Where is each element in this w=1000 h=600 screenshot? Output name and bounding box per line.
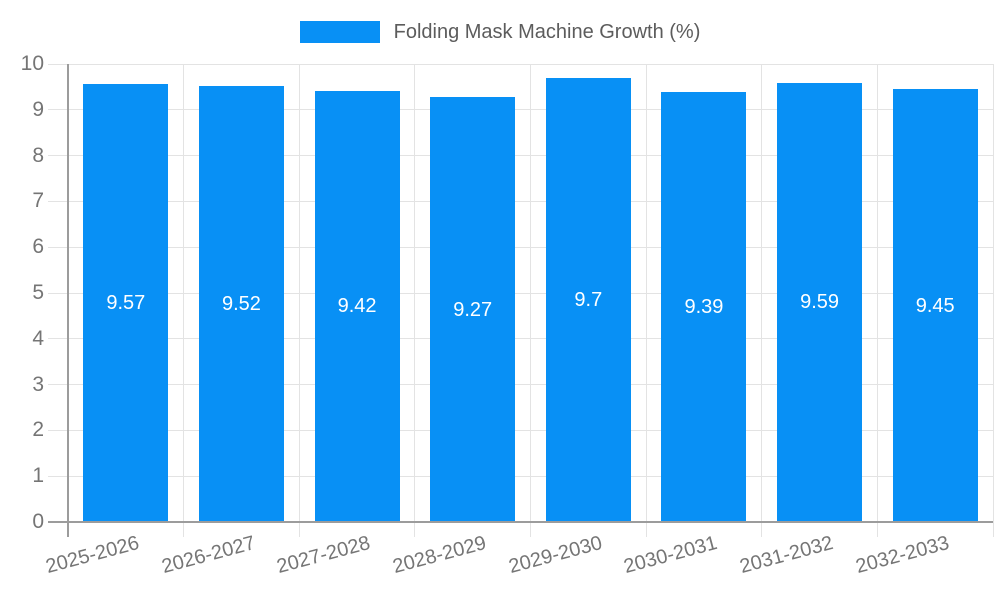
x-axis-line bbox=[48, 521, 993, 523]
y-gridline bbox=[48, 384, 993, 386]
y-gridline bbox=[48, 63, 993, 65]
x-gridline bbox=[414, 64, 416, 537]
x-axis-label: 2027-2028 bbox=[274, 531, 374, 578]
y-axis-label: 3 bbox=[32, 372, 44, 396]
bar[interactable] bbox=[314, 90, 400, 522]
chart-legend[interactable]: Folding Mask Machine Growth (%) bbox=[0, 20, 1000, 44]
y-gridline bbox=[48, 200, 993, 202]
bar-value-label: 9.39 bbox=[684, 295, 724, 318]
y-axis-label: 10 bbox=[20, 52, 44, 75]
bar[interactable] bbox=[430, 97, 516, 522]
y-axis-label: 8 bbox=[32, 143, 44, 167]
y-gridline bbox=[48, 109, 993, 111]
y-axis-label: 1 bbox=[32, 464, 44, 488]
x-gridline bbox=[298, 64, 300, 537]
y-gridline bbox=[48, 475, 993, 477]
x-axis-label: 2030-2031 bbox=[621, 531, 720, 578]
x-axis-label: 2025-2026 bbox=[43, 531, 142, 578]
x-axis-label: 2029-2030 bbox=[506, 531, 605, 578]
x-gridline bbox=[761, 64, 763, 537]
y-gridline bbox=[48, 429, 993, 431]
bar[interactable] bbox=[661, 91, 747, 522]
y-axis-label: 6 bbox=[32, 235, 44, 259]
y-axis-line bbox=[67, 64, 69, 537]
x-gridline bbox=[183, 64, 185, 537]
x-axis-label: 2026-2027 bbox=[159, 531, 258, 578]
plot-area: 9.57 9.52 9.42 9.27 9.7 9.39 9.59 9.45 0 1 2 3 4 5 6 7 8… bbox=[21, 52, 994, 578]
bar[interactable] bbox=[198, 85, 284, 522]
bar-value-label: 9.7 bbox=[574, 288, 603, 311]
y-axis-label: 7 bbox=[32, 189, 44, 213]
y-gridline bbox=[48, 246, 993, 248]
y-axis-label: 2 bbox=[32, 418, 44, 442]
bar-value-label: 9.59 bbox=[800, 291, 840, 314]
y-gridline bbox=[48, 155, 993, 157]
y-axis-label: 9 bbox=[32, 97, 44, 121]
bar-value-label: 9.57 bbox=[106, 291, 146, 314]
legend-label[interactable]: Folding Mask Machine Growth (%) bbox=[393, 21, 701, 43]
y-gridline bbox=[48, 292, 993, 294]
bar-value-label: 9.45 bbox=[915, 294, 955, 317]
y-axis-label: 0 bbox=[32, 510, 44, 533]
bar[interactable] bbox=[777, 82, 863, 522]
legend-swatch[interactable] bbox=[299, 21, 380, 43]
bar[interactable] bbox=[892, 89, 978, 522]
x-gridline bbox=[876, 64, 878, 537]
y-axis-label: 4 bbox=[32, 326, 44, 350]
x-gridline bbox=[645, 64, 647, 537]
x-gridline bbox=[992, 64, 994, 537]
bar[interactable] bbox=[83, 83, 169, 522]
x-axis-label: 2028-2029 bbox=[390, 531, 489, 578]
bar-value-label: 9.42 bbox=[337, 295, 377, 318]
bar-value-label: 9.27 bbox=[453, 298, 493, 321]
bar[interactable] bbox=[545, 77, 631, 522]
y-gridline bbox=[48, 338, 993, 340]
bar-value-label: 9.52 bbox=[221, 292, 261, 315]
x-axis-label: 2031-2032 bbox=[737, 531, 836, 578]
y-axis-label: 5 bbox=[32, 281, 44, 304]
x-gridline bbox=[530, 64, 531, 537]
x-axis-label: 2032-2033 bbox=[853, 531, 952, 578]
